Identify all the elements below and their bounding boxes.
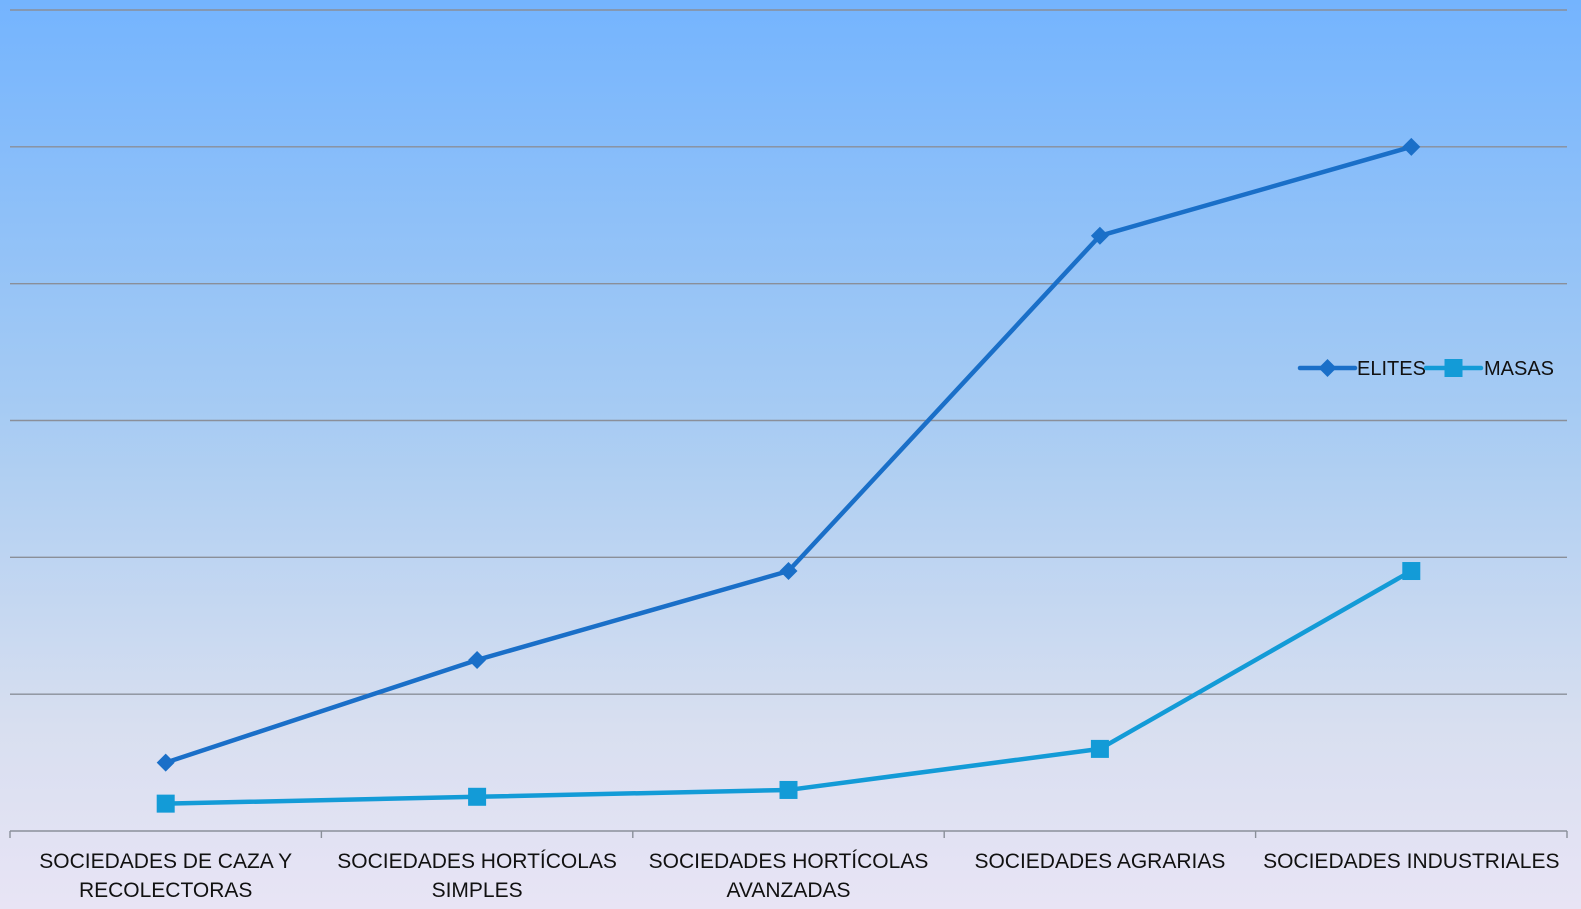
data-point-masas <box>468 787 487 806</box>
legend-label-masas: MASAS <box>1484 358 1554 380</box>
data-point-masas <box>1090 739 1109 758</box>
legend-label-elites: ELITES <box>1357 358 1426 380</box>
x-tick-label: SOCIEDADES HORTÍCOLAS AVANZADAS <box>649 850 929 902</box>
x-tick-label: SOCIEDADES AGRARIAS <box>974 850 1225 873</box>
x-tick-label: SOCIEDADES INDUSTRIALES <box>1263 850 1559 873</box>
x-tick-label: SOCIEDADES DE CAZA Y RECOLECTORAS <box>39 850 292 902</box>
data-point-elites <box>468 650 487 669</box>
data-point-masas <box>1402 562 1421 581</box>
data-point-elites <box>779 562 798 581</box>
data-point-masas <box>156 794 175 813</box>
x-tick-label: SOCIEDADES HORTÍCOLAS SIMPLES <box>337 850 617 902</box>
series-line-elites <box>163 144 1414 765</box>
series-line-masas <box>163 568 1414 806</box>
data-point-masas <box>779 780 798 799</box>
data-point-elites <box>1090 226 1109 245</box>
legend-marker-elites <box>1318 359 1337 377</box>
data-point-elites <box>156 753 175 772</box>
legend-marker-masas <box>1444 359 1463 377</box>
data-point-elites <box>1402 137 1421 156</box>
